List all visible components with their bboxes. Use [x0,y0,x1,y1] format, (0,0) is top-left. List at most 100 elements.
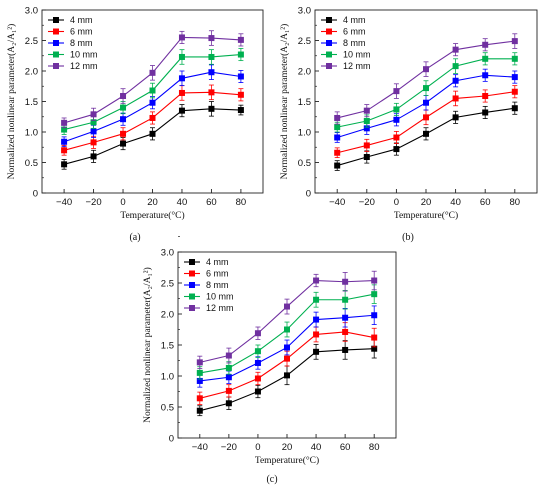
data-point [423,66,429,73]
y-axis-title: Normalized nonlinear parameter(A₂/A₁²) [142,267,153,423]
data-point [254,359,261,366]
series-2 [61,84,244,156]
data-point [363,125,370,132]
data-point [482,55,489,62]
y-tick-label: 2.5 [161,278,174,289]
data-point [178,53,185,60]
data-point [423,114,429,121]
y-tick-label: 0 [33,188,38,199]
legend-label: 10 mm [70,50,98,60]
data-point [363,118,370,125]
data-point [371,291,378,298]
x-tick-label: −40 [192,442,208,453]
data-point [313,348,320,355]
data-point [61,138,68,145]
x-tick-label: 80 [510,197,521,208]
y-axis-title-text: Normalized nonlinear parameter [7,55,17,179]
legend-marker [189,282,195,288]
data-point [363,142,370,149]
data-point [208,53,215,60]
legend-label: 6 mm [206,269,229,279]
x-tick-label: 60 [340,442,351,453]
data-point [371,312,378,319]
legend-label: 12 mm [206,303,234,313]
data-point [237,73,244,80]
data-point [225,400,232,407]
y-tick-label: 1.5 [25,97,38,108]
data-point [254,348,261,355]
legend-marker [53,63,59,69]
legend-label: 6 mm [343,27,366,37]
data-point [61,161,68,168]
data-point [61,119,68,126]
y-tick-label: 1.5 [161,340,174,351]
series-5 [61,30,244,129]
data-point [196,377,203,384]
data-point [342,314,349,321]
x-tick-label: 0 [120,197,125,208]
legend-marker [326,63,332,69]
y-tick-label: 2.0 [298,66,311,77]
y-tick-label: 3.0 [25,5,38,16]
x-tick-label: 80 [369,442,380,453]
x-tick-label: 60 [206,197,217,208]
data-point [452,77,459,84]
y-axis-title-formula: (A₂/A₁²) [279,24,290,56]
y-tick-label: 2.5 [298,36,311,47]
y-axis-title-text: Normalized nonlinear parameter [143,299,153,423]
series-1 [196,339,378,417]
x-tick-label: 80 [236,197,247,208]
x-tick-label: −40 [56,197,72,208]
legend-label: 10 mm [343,50,371,60]
data-point [196,359,203,366]
y-tick-label: 2.5 [25,36,38,47]
data-point [149,130,156,137]
data-point [393,134,400,141]
data-point [178,89,185,96]
data-point [284,372,290,379]
data-point [371,334,378,341]
series-4 [61,48,244,135]
data-point [342,296,349,303]
x-tick-label: −20 [221,442,237,453]
data-point [149,99,156,106]
legend-label: 8 mm [70,38,93,48]
legend-label: 8 mm [206,280,229,290]
panel-caption: (c) [266,474,277,485]
data-point [254,388,261,395]
data-point [208,89,215,96]
data-point [482,41,489,48]
data-point [334,114,341,121]
data-point [196,369,203,376]
y-tick-label: 1.5 [298,97,311,108]
data-point [120,130,127,137]
y-axis-title-formula: (A₂/A₁²) [142,267,153,299]
legend-marker [189,305,195,311]
data-point [452,95,459,102]
x-axis-title: Temperature(°C) [120,210,184,221]
data-point [393,106,400,113]
y-tick-label: 0.5 [25,158,38,169]
legend-marker [326,51,332,58]
data-point [452,114,459,121]
data-point [149,69,156,76]
y-tick-label: 1.0 [298,127,311,138]
data-point [237,51,244,58]
data-point [342,278,349,285]
data-point [284,355,290,362]
x-tick-label: −20 [359,197,375,208]
y-axis-title: Normalized nonlinear parameter(A₂/A₁²) [6,24,17,180]
legend-marker [326,28,332,35]
data-point [482,72,489,79]
data-point [511,74,518,81]
x-tick-label: 40 [177,197,188,208]
data-point [225,352,232,359]
legend-label: 12 mm [343,61,371,71]
series-1 [334,101,518,171]
y-tick-label: 2.0 [25,66,38,77]
series-5 [334,33,518,125]
data-point [393,88,400,95]
series-5 [196,270,378,369]
